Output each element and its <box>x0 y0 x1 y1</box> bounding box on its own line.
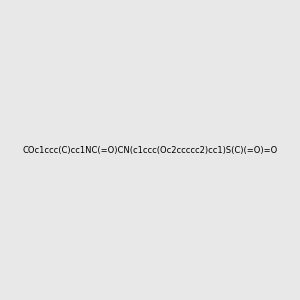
Text: COc1ccc(C)cc1NC(=O)CN(c1ccc(Oc2ccccc2)cc1)S(C)(=O)=O: COc1ccc(C)cc1NC(=O)CN(c1ccc(Oc2ccccc2)cc… <box>22 146 278 154</box>
